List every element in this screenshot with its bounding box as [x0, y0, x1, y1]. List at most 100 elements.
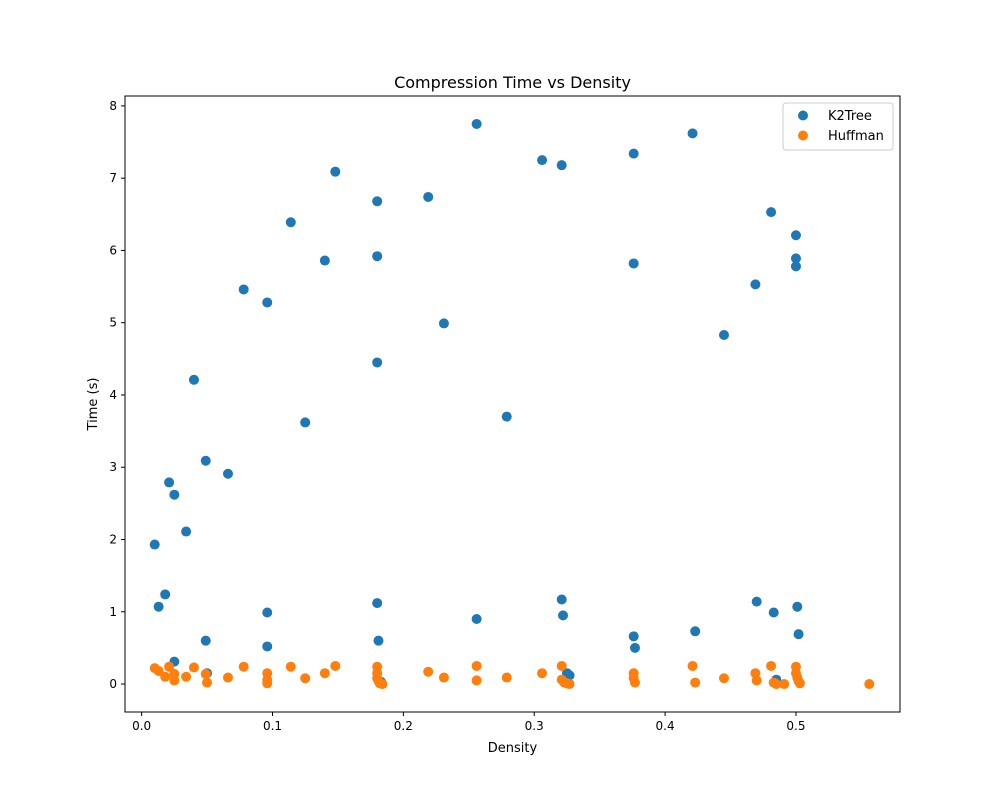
- point-k2tree-6: [181, 526, 192, 537]
- point-huffman-25: [423, 666, 434, 677]
- point-k2tree-1: [153, 601, 164, 612]
- point-huffman-28: [471, 675, 482, 686]
- point-k2tree-26: [423, 191, 434, 202]
- point-huffman-52: [794, 678, 805, 689]
- point-k2tree-15: [262, 641, 273, 652]
- point-k2tree-53: [793, 629, 804, 640]
- point-huffman-18: [330, 660, 341, 671]
- point-k2tree-42: [690, 626, 701, 637]
- point-k2tree-12: [238, 284, 249, 295]
- axes-frame: [124, 95, 901, 713]
- point-k2tree-41: [687, 128, 698, 139]
- point-huffman-29: [501, 672, 512, 683]
- point-huffman-27: [471, 660, 482, 671]
- point-k2tree-14: [262, 607, 273, 618]
- point-k2tree-44: [750, 279, 761, 290]
- point-huffman-53: [864, 679, 875, 690]
- point-huffman-6: [181, 671, 192, 682]
- point-k2tree-0: [149, 539, 160, 550]
- point-k2tree-20: [372, 196, 383, 207]
- point-k2tree-34: [558, 610, 569, 621]
- data-marks: [149, 118, 875, 690]
- point-k2tree-29: [471, 613, 482, 624]
- legend: K2Tree Huffman: [782, 102, 894, 151]
- point-huffman-35: [564, 679, 575, 690]
- point-huffman-2: [160, 671, 171, 682]
- point-huffman-1: [153, 666, 164, 677]
- x-tick-label-2: 0.2: [394, 719, 413, 733]
- legend-label-huffman: Huffman: [828, 129, 884, 144]
- point-k2tree-7: [188, 374, 199, 385]
- y-axis-label: Time (s): [86, 378, 101, 432]
- point-huffman-41: [718, 673, 729, 684]
- point-k2tree-21: [372, 251, 383, 262]
- point-k2tree-16: [285, 217, 296, 228]
- point-k2tree-46: [766, 207, 777, 218]
- x-tick-label-3: 0.3: [525, 719, 544, 733]
- point-k2tree-8: [200, 455, 211, 466]
- point-k2tree-38: [628, 258, 639, 269]
- y-tick-label-8: 8: [109, 99, 117, 113]
- point-huffman-46: [771, 679, 782, 690]
- point-huffman-43: [751, 675, 762, 686]
- point-k2tree-32: [556, 160, 567, 171]
- point-k2tree-39: [628, 631, 639, 642]
- point-k2tree-24: [373, 635, 384, 646]
- point-k2tree-50: [790, 253, 801, 264]
- y-tick-label-0: 0: [109, 677, 117, 691]
- point-huffman-16: [300, 673, 311, 684]
- point-k2tree-2: [160, 589, 171, 600]
- point-k2tree-30: [501, 411, 512, 422]
- x-tick-label-0: 0.0: [132, 719, 151, 733]
- chart-title: Compression Time vs Density: [394, 73, 631, 92]
- y-tick-label-4: 4: [109, 388, 117, 402]
- point-huffman-5: [169, 675, 180, 686]
- point-huffman-11: [238, 661, 249, 672]
- point-k2tree-3: [164, 477, 175, 488]
- point-k2tree-36: [564, 670, 575, 681]
- point-k2tree-13: [262, 297, 273, 308]
- legend-label-k2tree: K2Tree: [828, 109, 872, 124]
- point-k2tree-11: [222, 468, 233, 479]
- point-huffman-44: [766, 660, 777, 671]
- point-huffman-38: [629, 677, 640, 688]
- point-huffman-40: [690, 677, 701, 688]
- y-tick-label-6: 6: [109, 243, 117, 257]
- point-k2tree-47: [768, 607, 779, 618]
- point-huffman-9: [202, 677, 213, 688]
- point-k2tree-43: [718, 329, 729, 340]
- y-tick-label-2: 2: [109, 532, 117, 546]
- point-huffman-47: [779, 679, 790, 690]
- point-k2tree-17: [300, 417, 311, 428]
- point-k2tree-27: [438, 318, 449, 329]
- plot-area: [124, 95, 901, 713]
- legend-marker-k2tree: [798, 110, 808, 121]
- point-huffman-39: [687, 660, 698, 671]
- x-tick-label-4: 0.4: [656, 719, 675, 733]
- legend-marker-huffman: [798, 130, 808, 141]
- y-tick-label-3: 3: [109, 460, 117, 474]
- point-k2tree-23: [372, 598, 383, 609]
- point-k2tree-4: [169, 489, 180, 500]
- x-axis-label: Density: [488, 741, 538, 756]
- point-huffman-26: [438, 672, 449, 683]
- point-huffman-30: [537, 668, 548, 679]
- point-k2tree-28: [471, 118, 482, 129]
- point-huffman-15: [285, 661, 296, 672]
- point-huffman-10: [222, 672, 233, 683]
- point-huffman-17: [319, 668, 330, 679]
- point-huffman-8: [200, 668, 211, 679]
- y-tick-label-1: 1: [109, 605, 117, 619]
- point-k2tree-22: [372, 357, 383, 368]
- point-huffman-14: [262, 678, 273, 689]
- point-k2tree-18: [319, 255, 330, 266]
- x-tick-label-1: 0.1: [263, 719, 282, 733]
- x-tick-label-5: 0.5: [786, 719, 805, 733]
- point-k2tree-45: [751, 596, 762, 607]
- point-k2tree-52: [792, 601, 803, 612]
- point-k2tree-49: [790, 230, 801, 241]
- point-k2tree-40: [629, 642, 640, 653]
- point-huffman-3: [164, 661, 175, 672]
